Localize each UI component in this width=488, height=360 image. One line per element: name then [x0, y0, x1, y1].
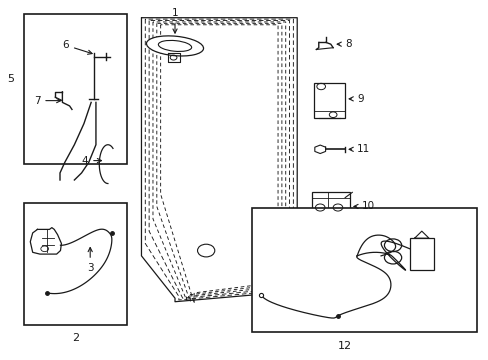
Text: 6: 6	[62, 40, 92, 54]
Text: 1: 1	[171, 8, 178, 33]
Text: 7: 7	[34, 96, 61, 105]
Bar	[311, 192, 349, 219]
Ellipse shape	[158, 40, 191, 51]
Bar	[24, 14, 127, 164]
Text: 5: 5	[7, 73, 14, 84]
Bar	[24, 203, 127, 325]
Text: 9: 9	[348, 94, 363, 104]
Ellipse shape	[146, 36, 203, 56]
Text: 12: 12	[337, 341, 351, 351]
Bar	[251, 208, 476, 332]
Bar	[409, 238, 433, 270]
Text: 8: 8	[337, 39, 351, 49]
Text: 3: 3	[87, 248, 93, 273]
Text: 2: 2	[72, 333, 79, 343]
Text: 10: 10	[353, 202, 374, 211]
Text: 11: 11	[348, 144, 369, 154]
Bar	[313, 83, 345, 118]
Text: 4: 4	[81, 156, 102, 166]
